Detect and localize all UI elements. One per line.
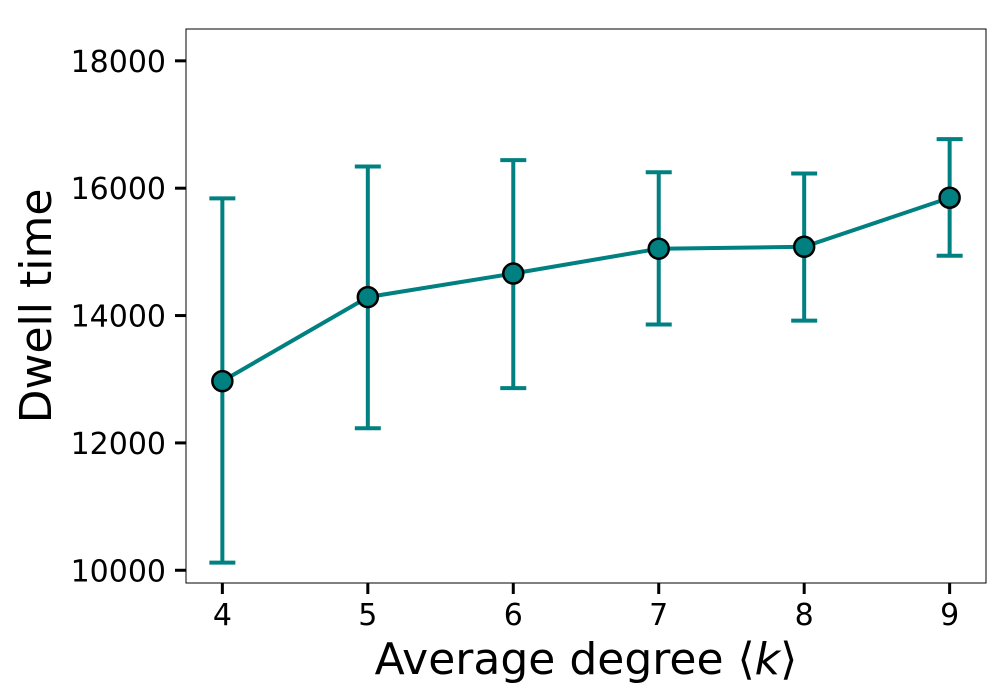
plot-area [185,28,987,584]
data-point [502,262,525,285]
data-point [792,235,816,259]
y-tick-label: 12000 [71,427,166,462]
x-axis: 4 5 6 7 8 9 [213,583,959,633]
x-tick-label: 9 [940,598,959,633]
x-tick-label: 5 [358,598,377,633]
x-axis-title: Average degree ⟨k⟩ [375,634,798,685]
x-axis-title-variable: k [755,634,782,685]
y-tick-label: 14000 [71,300,166,335]
x-tick-label: 7 [649,598,668,633]
x-tick-label: 8 [795,598,814,633]
series-line-group [221,195,951,383]
data-point [647,237,670,260]
series-line [221,195,951,383]
x-tick-label: 6 [504,598,523,633]
data-point [356,285,380,309]
y-tick-label: 10000 [71,554,166,589]
x-axis-title-prefix: Average degree ⟨ [375,634,755,685]
x-tick-label: 4 [213,598,232,633]
data-point [938,186,961,209]
data-point [211,369,234,393]
y-tick-label: 16000 [71,172,166,207]
data-points [211,186,961,393]
y-axis: 10000 12000 14000 16000 18000 [71,45,186,589]
y-tick-label: 18000 [71,45,166,80]
y-axis-title: Dwell time [11,189,62,424]
x-axis-title-suffix: ⟩ [780,634,797,685]
